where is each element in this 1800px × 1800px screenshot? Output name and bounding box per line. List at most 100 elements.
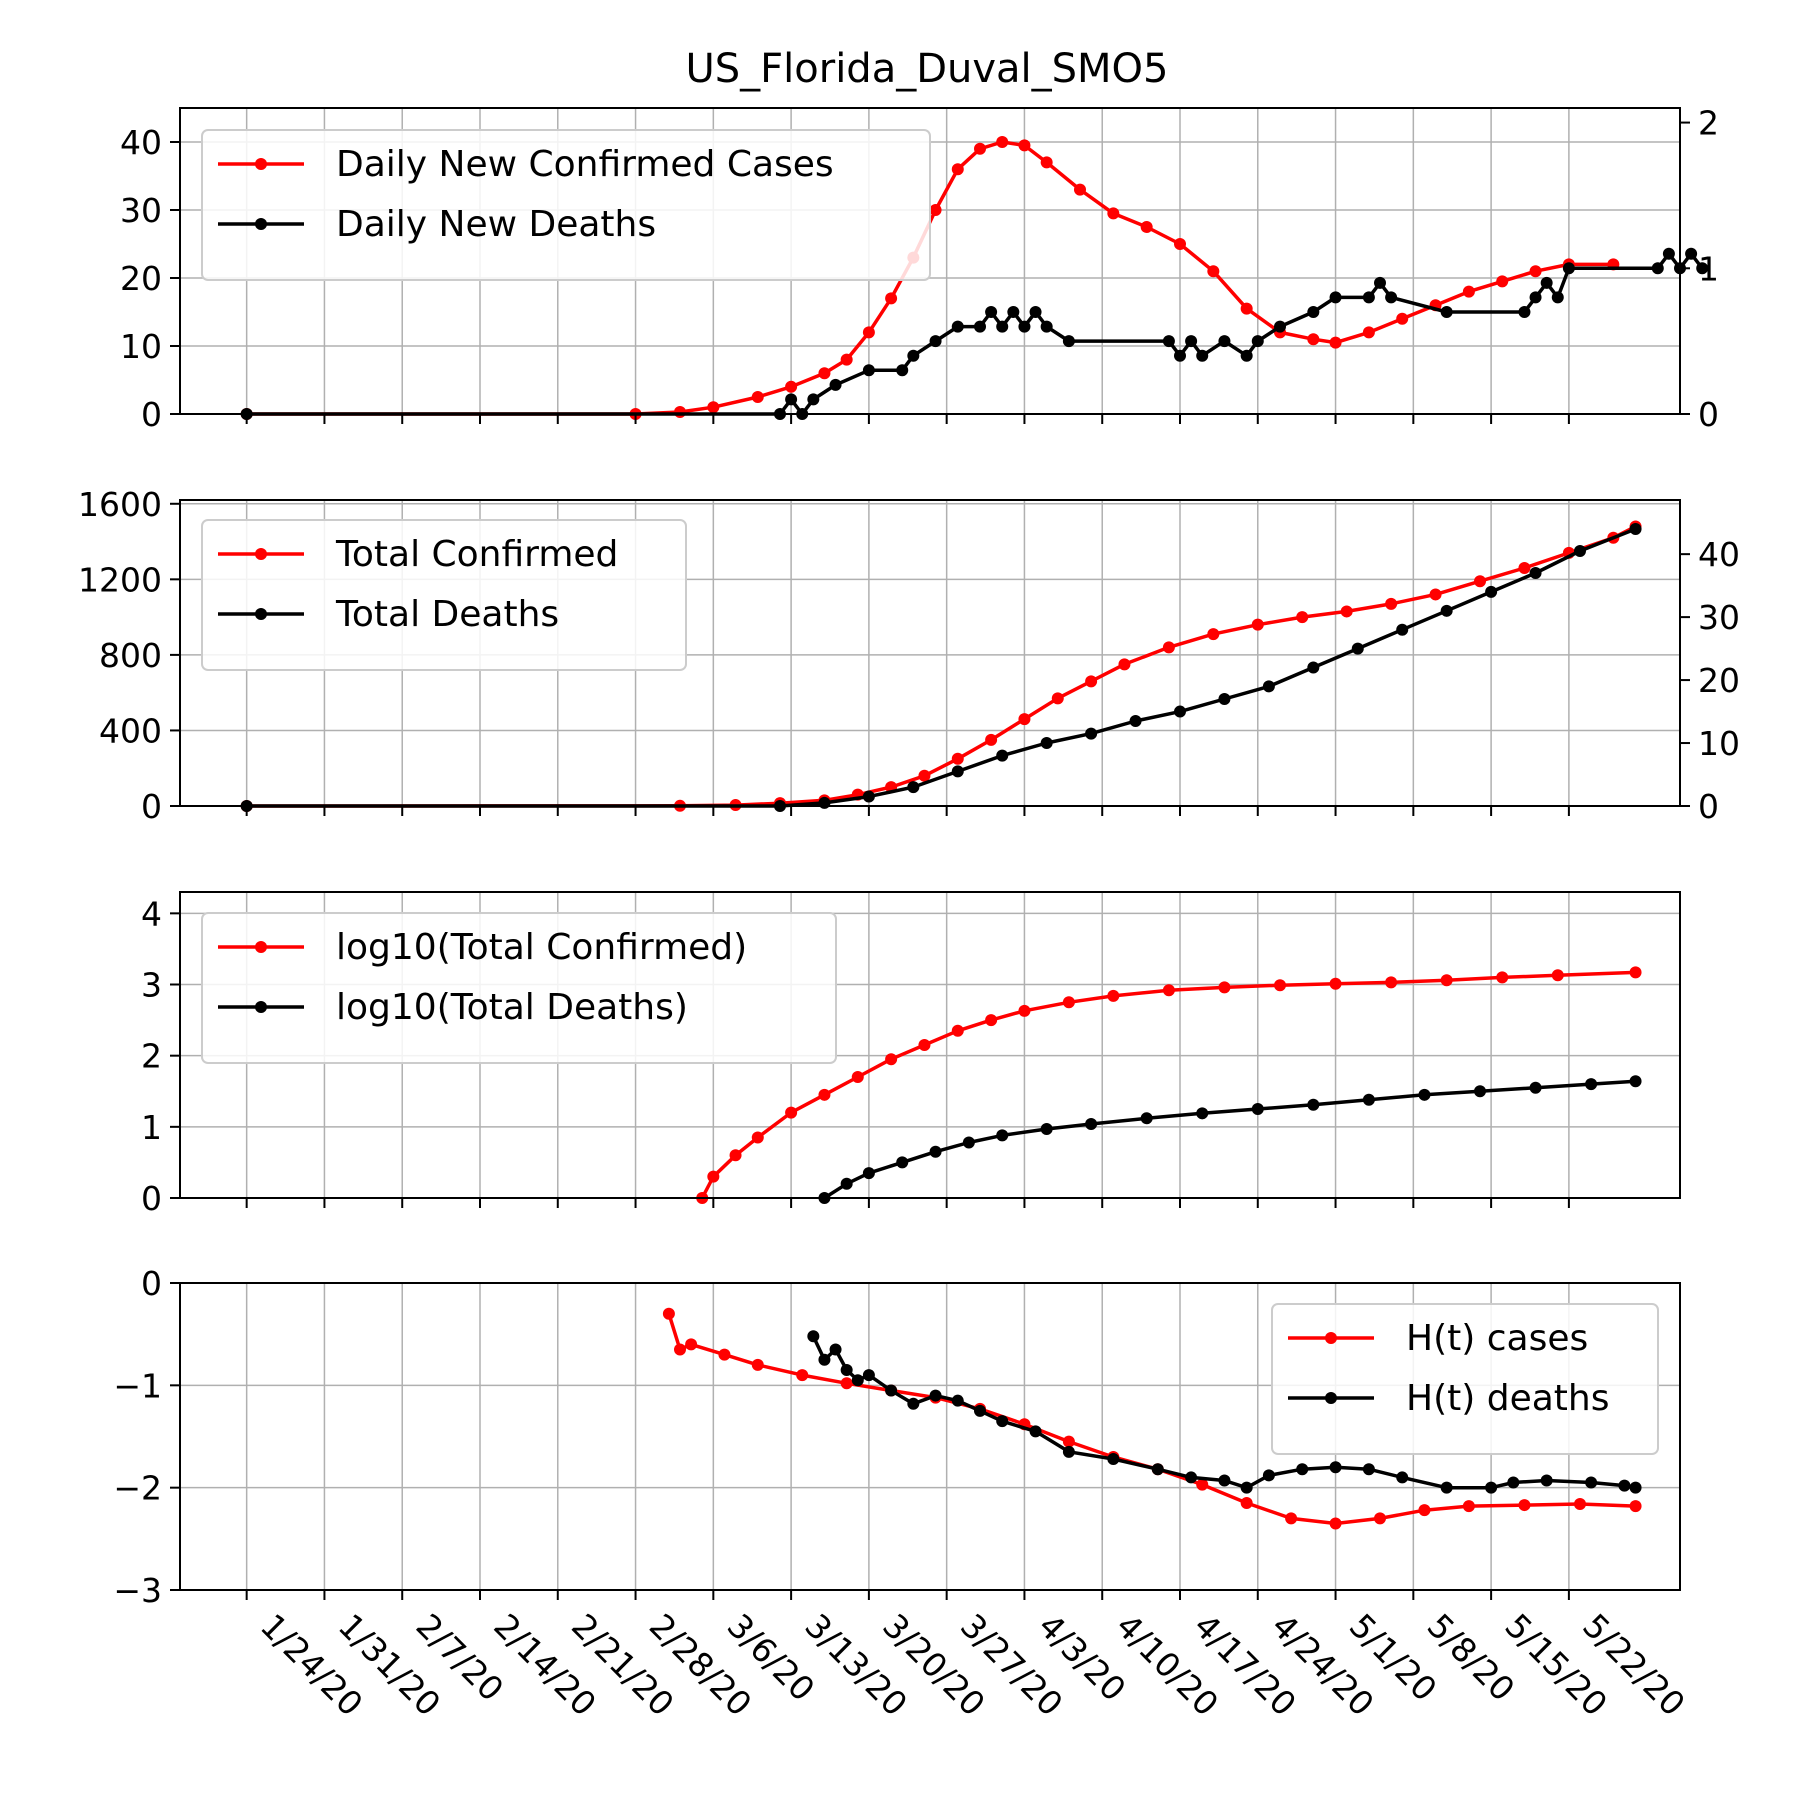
data-point xyxy=(818,1088,831,1101)
legend-label: H(t) cases xyxy=(1406,1318,1588,1359)
data-point xyxy=(1218,335,1231,348)
axes-frame xyxy=(179,499,1681,807)
y-tick-label: 800 xyxy=(99,636,162,675)
data-point xyxy=(1507,1476,1520,1489)
y2-tick-label: 30 xyxy=(1698,598,1740,637)
legend-box xyxy=(201,519,687,671)
data-point xyxy=(1207,265,1220,278)
data-point xyxy=(996,1129,1009,1142)
data-point xyxy=(1040,156,1053,169)
data-point xyxy=(1329,1461,1342,1474)
data-point xyxy=(1540,1474,1553,1487)
data-point xyxy=(1329,977,1342,990)
data-point xyxy=(1151,1463,1164,1476)
data-point xyxy=(1629,1500,1642,1513)
series-line-1 xyxy=(700,970,1636,1199)
data-point xyxy=(1440,974,1453,987)
data-point xyxy=(1496,275,1509,288)
data-point xyxy=(1529,265,1542,278)
data-point xyxy=(1196,349,1209,362)
panel-1: 0 10 20 30 40 0 1 2 Daily New Confirmed Cases Dai… xyxy=(120,104,1719,434)
data-point xyxy=(1651,262,1664,275)
data-point xyxy=(1262,1469,1275,1482)
data-point xyxy=(1107,207,1120,220)
data-point xyxy=(840,1177,853,1190)
data-point xyxy=(1296,1463,1309,1476)
data-point xyxy=(1240,1497,1253,1510)
y-tick-label: 40 xyxy=(120,123,162,162)
data-point xyxy=(1518,562,1531,574)
data-point xyxy=(1140,221,1153,233)
data-point xyxy=(785,380,798,393)
data-point xyxy=(662,1307,675,1320)
data-point xyxy=(785,393,798,406)
data-point xyxy=(974,142,986,155)
data-point xyxy=(996,749,1009,762)
y-tick-label: 2 xyxy=(141,1037,162,1076)
data-point xyxy=(885,292,898,305)
data-point xyxy=(907,781,920,794)
data-point xyxy=(996,320,1009,333)
y2-tick-label: 10 xyxy=(1698,724,1740,763)
data-point xyxy=(1218,692,1231,705)
y-tick-label: 1200 xyxy=(78,560,162,599)
data-point xyxy=(929,335,942,348)
y-tick-label: −3 xyxy=(113,1571,162,1610)
legend-marker xyxy=(1325,1332,1337,1344)
data-point xyxy=(1251,618,1264,631)
data-point xyxy=(1562,262,1575,275)
data-point xyxy=(1629,1075,1642,1088)
data-point xyxy=(1285,1512,1298,1525)
y-tick-label: 0 xyxy=(141,395,162,434)
data-point xyxy=(918,769,931,782)
data-point xyxy=(1062,1445,1075,1458)
data-point xyxy=(1440,1481,1453,1494)
data-point xyxy=(1018,320,1031,333)
data-point xyxy=(1062,335,1075,348)
y-tick-label: 1600 xyxy=(78,485,162,524)
data-point xyxy=(674,405,686,418)
data-point xyxy=(1174,705,1186,718)
data-point xyxy=(718,1348,731,1361)
data-point xyxy=(1240,1481,1253,1494)
data-point xyxy=(1418,1504,1431,1517)
data-point xyxy=(1618,1479,1631,1492)
data-point xyxy=(751,1131,764,1144)
data-point xyxy=(1174,238,1186,250)
data-point xyxy=(1240,349,1253,362)
data-point xyxy=(1307,333,1320,346)
data-point xyxy=(1574,545,1586,557)
data-point xyxy=(1218,1474,1231,1487)
data-point xyxy=(951,752,964,765)
data-point xyxy=(974,320,986,333)
data-point xyxy=(862,1369,875,1382)
data-point xyxy=(985,733,998,746)
data-point xyxy=(1162,984,1175,997)
data-point xyxy=(851,1374,864,1387)
data-point xyxy=(1129,715,1142,727)
data-point xyxy=(862,1167,875,1180)
data-point xyxy=(1329,336,1342,349)
data-point xyxy=(1118,658,1131,671)
legend-marker xyxy=(255,158,267,170)
legend-marker xyxy=(255,608,267,620)
data-point xyxy=(1551,969,1564,982)
data-point xyxy=(985,306,998,318)
data-point xyxy=(807,393,820,406)
y2-tick-label: 0 xyxy=(1698,787,1719,826)
legend-marker xyxy=(255,218,267,230)
data-point xyxy=(1107,989,1120,1002)
data-point xyxy=(818,367,831,380)
y-tick-label: 10 xyxy=(120,327,162,366)
data-point xyxy=(929,1389,942,1402)
y-tick-label: 3 xyxy=(141,966,162,1005)
legend-label: Total Confirmed xyxy=(335,534,618,575)
y-tick-label: 400 xyxy=(99,711,162,750)
data-point xyxy=(951,765,964,778)
data-point xyxy=(1051,692,1064,705)
y-tick-label: −1 xyxy=(113,1366,162,1405)
data-point xyxy=(1085,1117,1098,1130)
chart-title: US_Florida_Duval_SMO5 xyxy=(685,46,1168,92)
data-point xyxy=(1396,623,1409,636)
data-point xyxy=(1518,306,1531,318)
